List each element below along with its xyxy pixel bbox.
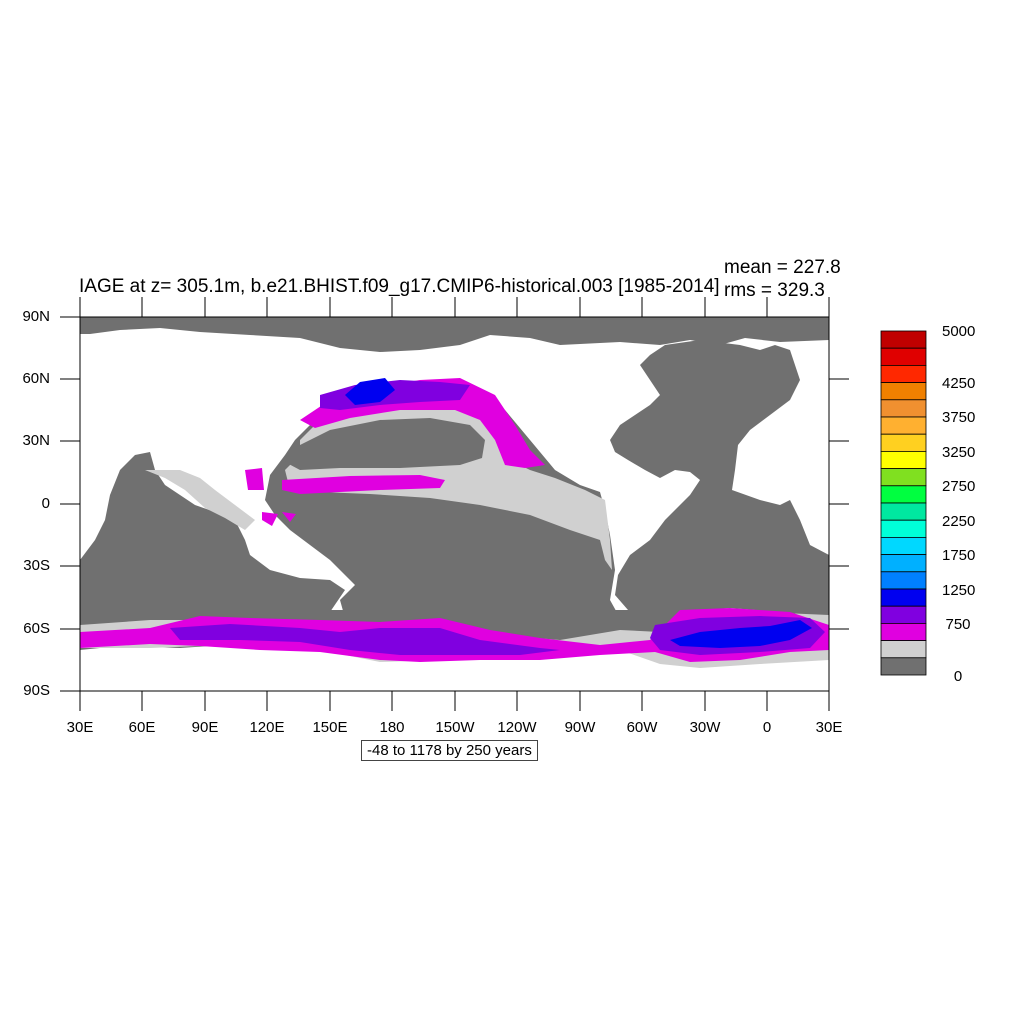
rms-label: rms = 329.3 [724,280,825,301]
land-antarctica [80,644,829,691]
legend-swatch [880,519,927,538]
lon-label: 60E [128,719,156,736]
lon-label: 90W [564,719,596,736]
map-frame [60,297,849,711]
legend-label: 4250 [942,375,976,392]
lon-label: 90E [191,719,219,736]
legend-swatch [880,416,927,435]
legend-label: 2750 [942,478,976,495]
legend-swatch [880,485,927,504]
lon-label: 120E [249,719,285,736]
gyre-north-pacific-dark [285,418,485,470]
legend-label: 750 [945,616,971,633]
legend-swatch [880,502,927,521]
legend-swatch [880,554,927,573]
legend-swatch [880,537,927,556]
legend-swatch [880,399,927,418]
legend-color-bar [880,330,927,676]
legend-swatch [880,657,927,676]
lat-label: 90N [22,308,50,325]
legend-swatch [880,640,927,659]
lon-label: 60W [626,719,658,736]
ocean-indian [80,452,345,620]
legend-swatch [880,364,927,383]
legend-label: 2250 [942,513,976,530]
legend-swatch [880,571,927,590]
lon-label: 150E [312,719,348,736]
legend-swatch [880,468,927,487]
legend-swatch [880,347,927,366]
lat-label: 0 [41,495,50,512]
legend-label: 0 [953,668,963,685]
legend-label: 3750 [942,409,976,426]
legend-label: 5000 [942,323,976,340]
band-purple-south [170,624,560,655]
band-blue-weddell [670,620,812,648]
lat-label: 60N [22,370,50,387]
lon-label: 30E [66,719,94,736]
legend-label: 1750 [942,547,976,564]
lon-label: 120W [497,719,537,736]
legend-swatch [880,433,927,452]
band-magenta-equatorial [282,475,445,494]
lat-label: 90S [23,682,50,699]
lat-label: 60S [23,620,50,637]
legend-swatch [880,330,927,349]
lat-label: 30S [23,557,50,574]
lon-label: 30W [689,719,721,736]
band-grey-indian [145,470,255,530]
lon-label: 150W [435,719,475,736]
lon-label: 30E [815,719,843,736]
legend-swatch [880,623,927,642]
plot-title: IAGE at z= 305.1m, b.e21.BHIST.f09_g17.C… [79,276,720,297]
legend-swatch [880,382,927,401]
lon-label: 0 [762,719,772,736]
contour-info-box: -48 to 1178 by 250 years [361,740,538,761]
legend-label: 3250 [942,444,976,461]
ocean-arctic [80,317,829,352]
legend-swatch [880,450,927,469]
band-blue-north-pacific [345,378,395,405]
legend-label: 1250 [942,582,976,599]
legend-swatch [880,605,927,624]
lat-label: 30N [22,432,50,449]
lon-label: 180 [379,719,405,736]
band-magenta-indonesia [245,468,296,526]
mean-label: mean = 227.8 [724,257,841,278]
ocean-atlantic [610,340,829,620]
legend-swatch [880,588,927,607]
